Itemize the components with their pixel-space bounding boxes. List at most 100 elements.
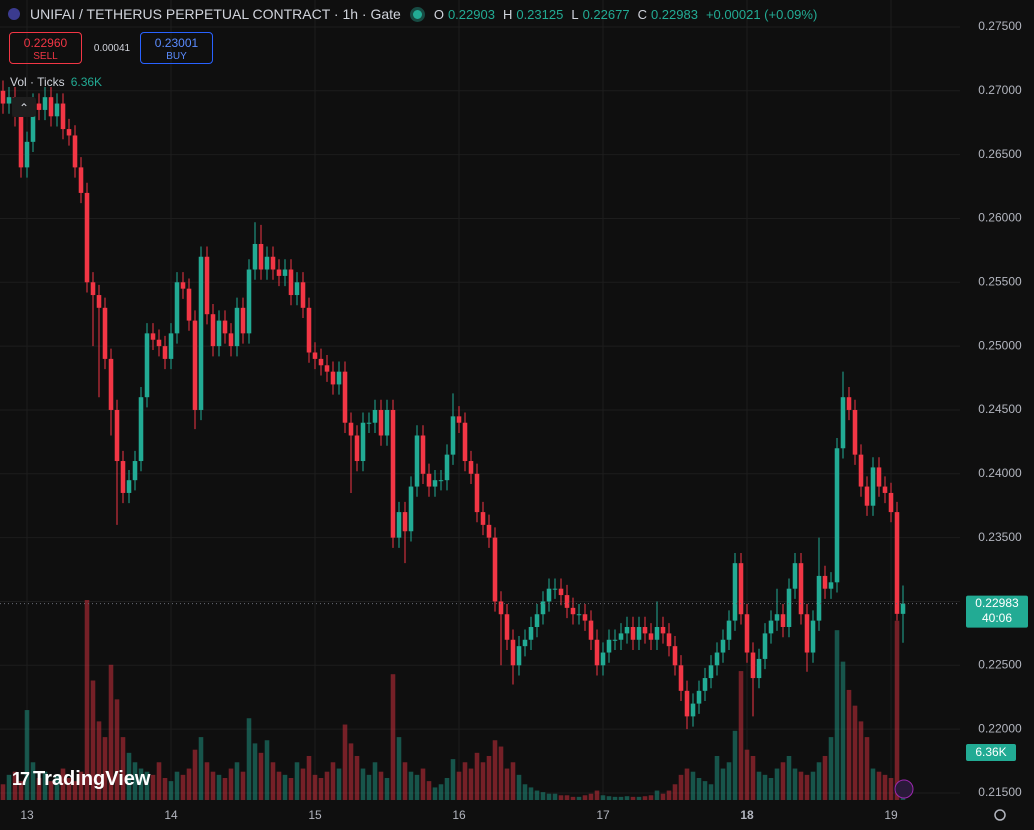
candle-body (450, 416, 456, 455)
volume-label: 6.36K (975, 745, 1006, 759)
volume-bar (378, 771, 384, 800)
volume-bar (420, 768, 426, 800)
volume-bar (522, 784, 528, 800)
volume-bar (630, 796, 636, 800)
volume-bar (780, 762, 786, 800)
volume-bar (594, 790, 600, 800)
candle-body (474, 473, 480, 513)
change: +0.00021 (+0.09%) (705, 6, 818, 22)
y-tick-label: 0.24000 (978, 466, 1022, 480)
candle-body (510, 639, 516, 666)
candle-body (762, 633, 768, 659)
volume-bar (120, 737, 126, 800)
candle-body (252, 243, 258, 270)
volume-bar (132, 762, 138, 800)
candle-body (552, 588, 558, 590)
candle-body (336, 371, 342, 385)
volume-bar (336, 768, 342, 800)
candle-body (144, 333, 150, 398)
volume-bar (222, 777, 228, 800)
candle-body (234, 307, 240, 347)
volume-bar (372, 762, 378, 800)
volume-bar (540, 792, 546, 800)
c-value: 0.22983 (650, 6, 698, 22)
volume-bar (870, 768, 876, 800)
volume-bar (678, 774, 684, 800)
candle-body (690, 703, 696, 717)
candle-body (72, 135, 78, 168)
volume-bar (360, 768, 366, 800)
volume-bar (210, 771, 216, 800)
candle-body (828, 582, 834, 589)
candle-body (162, 346, 168, 359)
volume-bar (348, 743, 354, 800)
volume-bar (456, 771, 462, 800)
status-dot (412, 9, 422, 19)
candle-body (96, 295, 102, 308)
candle-body (756, 658, 762, 679)
candle-body (420, 435, 426, 474)
candle-body (54, 103, 60, 117)
volume-bar (816, 762, 822, 800)
sell-button[interactable]: 0.22960 SELL (9, 32, 82, 64)
volume-bar (462, 762, 468, 800)
x-tick-label: 15 (308, 808, 322, 822)
candle-body (216, 320, 222, 347)
candle-body (852, 409, 858, 455)
volume-bar (642, 796, 648, 800)
volume-bar (108, 664, 114, 800)
volume-bar (180, 774, 186, 800)
axis-background (960, 0, 1034, 830)
candle-body (606, 639, 612, 653)
volume-bar (606, 796, 612, 800)
candle-body (834, 448, 840, 583)
candle-body (504, 614, 510, 640)
volume-bar (396, 737, 402, 800)
candle-body (408, 486, 414, 532)
volume-bar (60, 768, 66, 800)
volume-bar (828, 737, 834, 800)
price-label-box (966, 595, 1028, 628)
candle-body (642, 627, 648, 634)
volume-bar (756, 771, 762, 800)
candle-body (876, 467, 882, 487)
l-label: L (571, 6, 579, 22)
volume-bar (318, 777, 324, 800)
y-tick-label: 0.25000 (978, 338, 1022, 352)
volume-bar (246, 718, 252, 800)
volume-bar (714, 755, 720, 800)
o-label: O (433, 6, 444, 22)
y-tick-label: 0.24500 (978, 402, 1022, 416)
candle-body (198, 256, 204, 410)
collapse-button[interactable]: ⌃ (12, 97, 36, 117)
candle-body (462, 422, 468, 462)
volume-bar (402, 762, 408, 800)
candle-body (192, 320, 198, 410)
candle-body (294, 282, 300, 296)
candle-body (654, 627, 660, 640)
candle-body (624, 627, 630, 634)
volume-bar (174, 771, 180, 800)
y-tick-label: 0.27500 (978, 19, 1022, 33)
volume-bar (84, 600, 90, 800)
candle-body (120, 461, 126, 493)
x-tick-label: 16 (452, 808, 466, 822)
volume-bar (6, 774, 12, 800)
candle-body (858, 454, 864, 487)
volume-bar (852, 705, 858, 800)
volume-bar (294, 762, 300, 800)
buy-button[interactable]: 0.23001 BUY (140, 32, 213, 64)
volume-bar (600, 795, 606, 800)
volume-bar (252, 743, 258, 800)
candle-body (66, 129, 72, 136)
candle-body (30, 103, 36, 142)
candle-body (0, 90, 6, 104)
volume-bar (276, 771, 282, 800)
volume-bar (798, 771, 804, 800)
candle-body (882, 486, 888, 493)
y-tick-label: 0.22000 (978, 721, 1022, 735)
candle-body (870, 467, 876, 506)
volume-bar (342, 724, 348, 800)
volume-bar (426, 781, 432, 800)
